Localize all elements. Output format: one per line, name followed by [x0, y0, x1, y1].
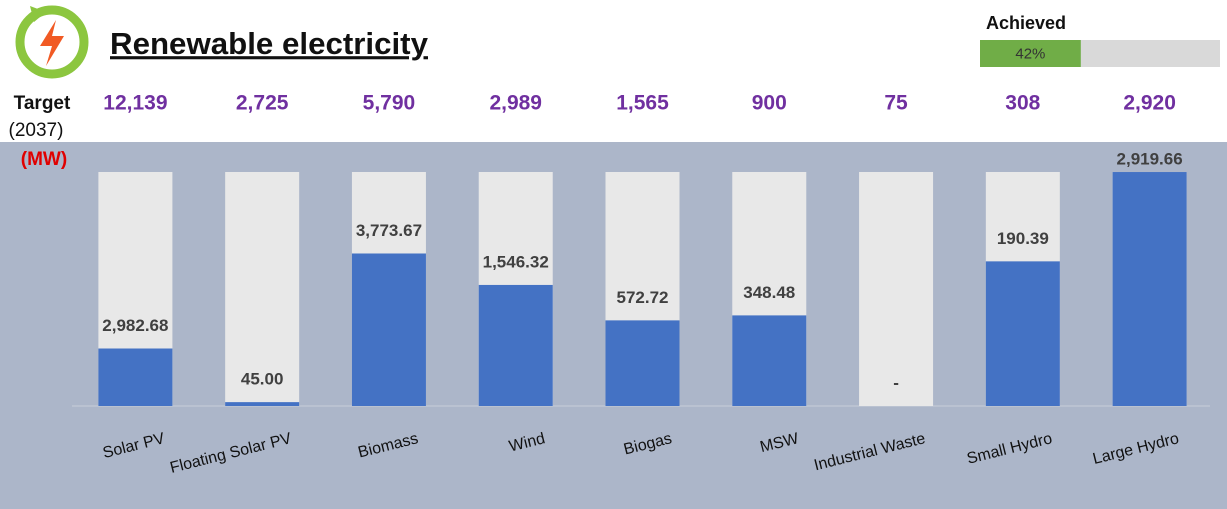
bar — [732, 315, 807, 406]
bar — [605, 320, 680, 406]
value-label: 572.72 — [617, 288, 669, 307]
target-value: 900 — [752, 92, 787, 115]
target-value: 12,139 — [103, 92, 167, 115]
chart-title: Renewable electricity — [110, 26, 429, 61]
bar — [1112, 172, 1187, 406]
value-label: 190.39 — [997, 229, 1049, 248]
value-label: 2,919.66 — [1117, 149, 1183, 168]
bar — [985, 261, 1060, 406]
bar — [225, 402, 300, 406]
target-bar — [859, 172, 934, 406]
value-label: - — [893, 373, 899, 392]
progress-label: 42% — [1015, 45, 1045, 62]
logo — [15, 5, 89, 79]
target-value: 5,790 — [363, 92, 416, 115]
target-value: 2,920 — [1123, 92, 1176, 115]
value-label: 3,773.67 — [356, 221, 422, 240]
target-bar — [225, 172, 300, 406]
target-label: Target — [14, 93, 71, 114]
value-label: 45.00 — [241, 370, 284, 389]
target-value: 1,565 — [616, 92, 669, 115]
bar — [98, 348, 173, 406]
target-value: 2,725 — [236, 92, 289, 115]
unit-label: (MW) — [21, 149, 67, 170]
target-value: 308 — [1005, 92, 1040, 115]
value-label: 348.48 — [743, 283, 795, 302]
value-label: 1,546.32 — [483, 252, 549, 271]
target-value: 2,989 — [489, 92, 542, 115]
progress-fill — [980, 40, 1081, 67]
target-year: (2037) — [9, 120, 64, 141]
bar — [351, 253, 426, 406]
target-value: 75 — [884, 92, 908, 115]
bar — [478, 284, 553, 406]
value-label: 2,982.68 — [102, 316, 168, 335]
achieved-label: Achieved — [986, 13, 1066, 33]
